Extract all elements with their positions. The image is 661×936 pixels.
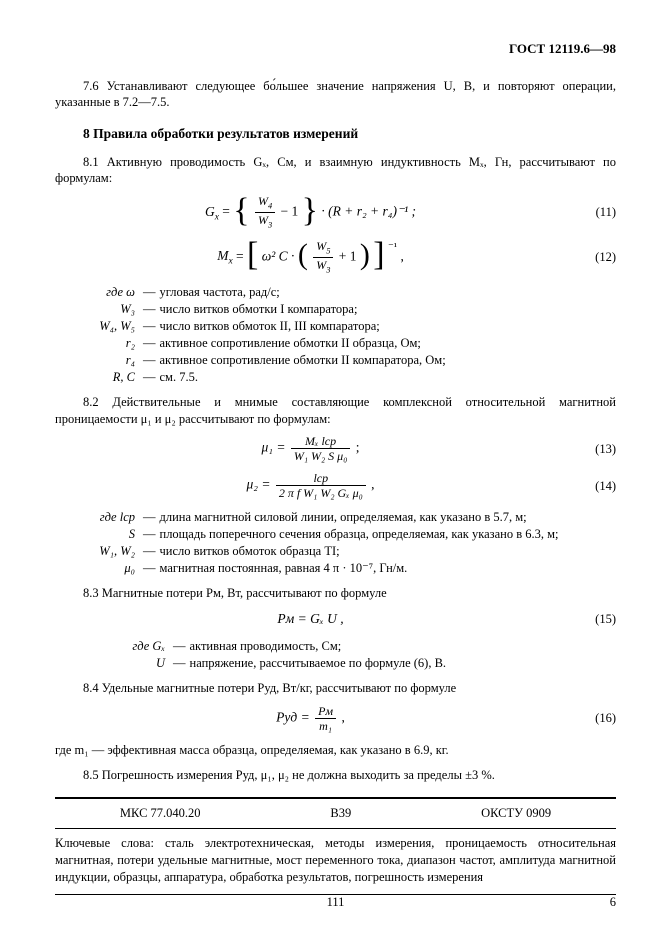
equation-12-body: Mx = [ ω² C · ( W5 W3 + 1 ) ] ⁻¹ , xyxy=(55,240,566,275)
equation-14-number: (14) xyxy=(566,478,616,495)
codes-row: МКС 77.040.20 В39 ОКСТУ 0909 xyxy=(55,805,616,822)
equation-14: μ₂ = lср 2 π f W₁ W₂ Gₓ μ₀ , (14) xyxy=(55,472,616,499)
where-block-2: где lср—длина магнитной силовой линии, о… xyxy=(75,509,616,577)
equation-15-body: Pм = Gₓ U , xyxy=(55,610,566,628)
para-7-6: 7.6 Устанавливают следующее бо́льшее зна… xyxy=(55,78,616,112)
page-number-center: 111 xyxy=(327,894,345,911)
para-8-3: 8.3 Магнитные потери Pм, Вт, рассчитываю… xyxy=(55,585,616,602)
equation-15-number: (15) xyxy=(566,611,616,628)
doc-id-header: ГОСТ 12119.6—98 xyxy=(55,40,616,58)
para-8-5: 8.5 Погрешность измерения Pуд, μ₁, μ₂ не… xyxy=(55,767,616,784)
rbrace-icon: } xyxy=(302,194,318,228)
lbrace-icon: { xyxy=(233,194,249,228)
keywords: Ключевые слова: сталь электротехническая… xyxy=(55,835,616,886)
code-okstu: ОКСТУ 0909 xyxy=(481,805,551,822)
divider-thin-top xyxy=(55,828,616,829)
para-8-2: 8.2 Действительные и мнимые составляющие… xyxy=(55,394,616,428)
lparen-icon: ( xyxy=(298,240,308,270)
footer: 111 6 xyxy=(55,894,616,911)
code-mks: МКС 77.040.20 xyxy=(120,805,201,822)
equation-11-number: (11) xyxy=(566,204,616,221)
equation-13-number: (13) xyxy=(566,441,616,458)
rbracket-icon: ] xyxy=(373,238,384,272)
where-block-3: где Gₓ—активная проводимость, См; U—напр… xyxy=(105,638,616,672)
para-8-4: 8.4 Удельные магнитные потери Pуд, Вт/кг… xyxy=(55,680,616,697)
rparen-icon: ) xyxy=(360,240,370,270)
equation-16: Pуд = Pм m₁ , (16) xyxy=(55,705,616,732)
divider-thick xyxy=(55,797,616,799)
lbracket-icon: [ xyxy=(247,238,258,272)
page: ГОСТ 12119.6—98 7.6 Устанавливают следую… xyxy=(0,0,661,936)
where-block-4: где m₁ — эффективная масса образца, опре… xyxy=(55,742,616,759)
equation-12: Mx = [ ω² C · ( W5 W3 + 1 ) ] ⁻¹ , (12) xyxy=(55,240,616,275)
equation-16-number: (16) xyxy=(566,710,616,727)
equation-16-body: Pуд = Pм m₁ , xyxy=(55,705,566,732)
equation-13-body: μ₁ = Mₓ lср W₁ W₂ S μ₀ ; xyxy=(55,435,566,462)
code-b39: В39 xyxy=(330,805,351,822)
equation-11: Gx = { W4 W3 − 1 } · (R + r₂ + r₄)⁻¹ ; (… xyxy=(55,195,616,230)
equation-11-body: Gx = { W4 W3 − 1 } · (R + r₂ + r₄)⁻¹ ; xyxy=(55,195,566,230)
equation-14-body: μ₂ = lср 2 π f W₁ W₂ Gₓ μ₀ , xyxy=(55,472,566,499)
para-8-1: 8.1 Активную проводимость Gₓ, См, и взаи… xyxy=(55,154,616,188)
page-number-right: 6 xyxy=(610,894,616,911)
heading-8: 8 Правила обработки результатов измерени… xyxy=(83,125,616,143)
equation-12-number: (12) xyxy=(566,249,616,266)
where-block-1: где ω—угловая частота, рад/с; W₃—число в… xyxy=(75,284,616,385)
equation-13: μ₁ = Mₓ lср W₁ W₂ S μ₀ ; (13) xyxy=(55,435,616,462)
equation-15: Pм = Gₓ U , (15) xyxy=(55,610,616,628)
